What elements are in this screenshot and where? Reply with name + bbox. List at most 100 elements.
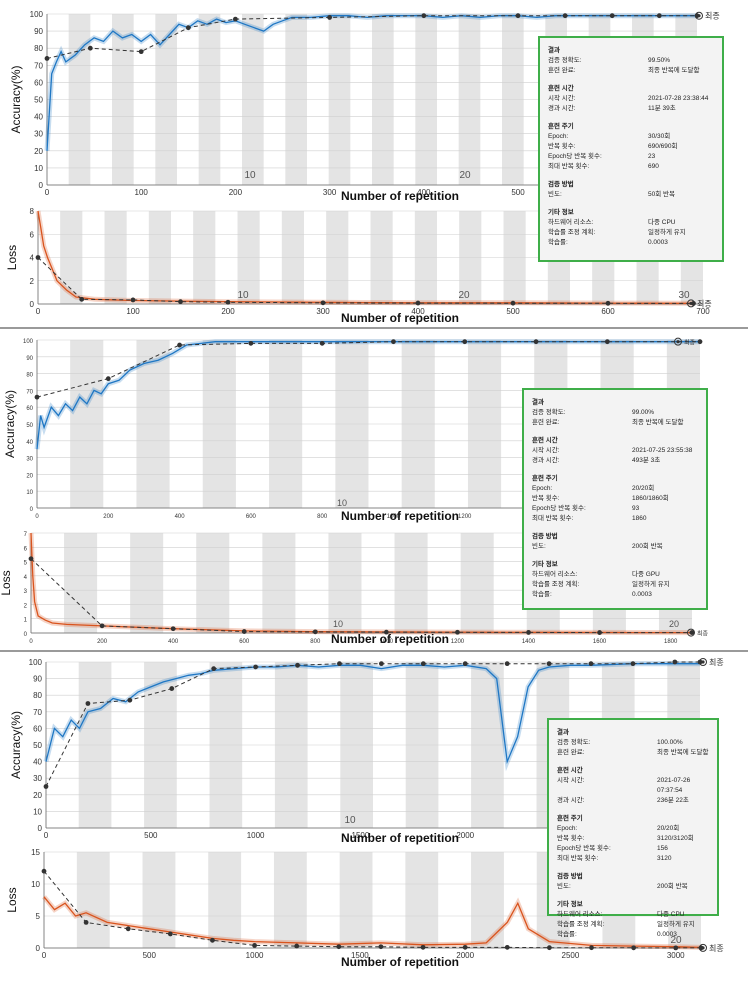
x-axis-title: Number of repetition bbox=[331, 632, 449, 646]
info-row: Epoch당 반복 횟수: 23 bbox=[548, 152, 714, 162]
final-label: 최종 bbox=[709, 657, 724, 667]
y-axis-title: Accuracy(%) bbox=[9, 711, 23, 779]
y-tick-label: 6 bbox=[30, 230, 35, 239]
x-tick-label: 1600 bbox=[593, 639, 607, 645]
epoch-label: 10 bbox=[344, 815, 356, 826]
validation-point bbox=[605, 300, 611, 306]
info-row: 최대 반복 횟수: 3120 bbox=[557, 854, 709, 864]
x-tick-label: 200 bbox=[221, 307, 235, 316]
validation-point bbox=[83, 920, 89, 925]
final-label: 최종 bbox=[697, 298, 712, 308]
y-tick-label: 50 bbox=[33, 741, 42, 750]
y-axis-title: Loss bbox=[5, 245, 19, 270]
y-tick-label: 0 bbox=[30, 300, 35, 309]
y-tick-label: 60 bbox=[26, 406, 33, 412]
epoch-label: 20 bbox=[459, 170, 471, 181]
y-tick-label: 5 bbox=[36, 912, 41, 921]
validation-point bbox=[248, 340, 254, 346]
validation-point bbox=[170, 626, 176, 632]
validation-point bbox=[588, 661, 594, 667]
info-row: 하드웨어 리소스: 다중 CPU bbox=[548, 218, 714, 228]
info-value: 일정하게 유지 bbox=[648, 229, 686, 236]
info-section-title: 결과 bbox=[548, 47, 560, 54]
y-tick-label: 30 bbox=[34, 130, 43, 139]
validation-point bbox=[546, 661, 552, 667]
info-row: 학습률 조정 계획: 일정하게 유지 bbox=[557, 920, 709, 930]
panel-divider bbox=[0, 327, 748, 329]
info-value: 493분 3초 bbox=[632, 457, 661, 464]
y-axis-title: Loss bbox=[5, 887, 19, 912]
info-value: 0.0003 bbox=[632, 591, 652, 598]
info-key: Epoch당 반복 횟수: bbox=[557, 845, 611, 852]
info-key: 최대 반복 횟수: bbox=[557, 855, 599, 862]
x-tick-label: 0 bbox=[36, 307, 41, 316]
info-key: 학습률: bbox=[557, 931, 577, 938]
validation-point bbox=[125, 926, 131, 932]
training-panel-3: 0 10 20 30 40 50 60 70 80 90 100 0 500 1000 1500 2000 10… bbox=[0, 654, 748, 987]
info-value: 236분 22초 bbox=[657, 797, 689, 804]
training-line bbox=[43, 896, 702, 949]
validation-point bbox=[631, 945, 637, 951]
validation-point bbox=[383, 629, 389, 635]
x-tick-label: 1000 bbox=[247, 831, 265, 840]
info-section-title: 검증 방법 bbox=[557, 873, 583, 880]
validation-point bbox=[604, 339, 610, 345]
x-tick-label: 100 bbox=[126, 307, 140, 316]
validation-point bbox=[87, 45, 93, 51]
final-label: 최종 bbox=[709, 943, 724, 953]
epoch-label: 20 bbox=[458, 290, 470, 301]
y-tick-label: 6 bbox=[24, 546, 28, 552]
info-value: 30/30회 bbox=[648, 133, 671, 140]
x-axis-title: Number of repetition bbox=[341, 509, 459, 523]
validation-point bbox=[420, 661, 426, 667]
info-value: 100.00% bbox=[657, 739, 683, 746]
final-marker bbox=[674, 337, 682, 346]
x-axis-title: Number of repetition bbox=[341, 189, 459, 203]
validation-point bbox=[320, 300, 326, 306]
validation-point bbox=[252, 943, 257, 948]
info-value: 99.50% bbox=[648, 57, 671, 64]
info-row: 최대 반복 횟수: 1860 bbox=[532, 514, 698, 524]
info-key: 학습률 조정 계획: bbox=[548, 229, 596, 236]
epoch-label: 10 bbox=[333, 619, 343, 629]
info-section-title: 기타 정보 bbox=[532, 561, 558, 568]
info-value: 2021-07-26 07:37:54 bbox=[657, 777, 691, 794]
epoch-label: 30 bbox=[678, 290, 690, 301]
validation-line bbox=[46, 15, 697, 59]
epoch-label: 10 bbox=[244, 170, 256, 181]
y-tick-label: 70 bbox=[34, 61, 43, 70]
x-tick-label: 700 bbox=[696, 307, 710, 316]
y-tick-label: 40 bbox=[33, 758, 42, 767]
epoch-band bbox=[262, 533, 296, 633]
info-row: 훈련 완료: 최종 반복에 도달함 bbox=[557, 748, 709, 758]
x-tick-label: 500 bbox=[511, 188, 525, 197]
epoch-band bbox=[273, 852, 307, 948]
x-tick-label: 2000 bbox=[456, 831, 474, 840]
epoch-label: 10 bbox=[237, 290, 249, 301]
info-value: 0.0003 bbox=[657, 931, 677, 938]
info-row: Epoch: 20/20회 bbox=[532, 484, 698, 494]
info-key: 학습률 조정 계획: bbox=[557, 921, 605, 928]
validation-point bbox=[327, 15, 333, 20]
final-label: 최종 bbox=[697, 630, 709, 638]
y-tick-label: 60 bbox=[33, 724, 42, 733]
info-row: Epoch: 30/30회 bbox=[548, 132, 714, 142]
final-marker-dot bbox=[689, 301, 693, 306]
x-tick-label: 500 bbox=[144, 831, 158, 840]
info-row: 반복 횟수: 690/690회 bbox=[548, 142, 714, 152]
training-line bbox=[46, 15, 697, 151]
y-tick-label: 2 bbox=[30, 277, 35, 286]
final-marker-dot bbox=[701, 660, 705, 664]
info-value: 1860/1860회 bbox=[632, 495, 669, 502]
validation-point bbox=[241, 629, 247, 634]
validation-point bbox=[504, 944, 510, 950]
x-tick-label: 400 bbox=[411, 307, 425, 316]
info-key: 훈련 완료: bbox=[548, 67, 576, 74]
y-tick-label: 30 bbox=[33, 774, 42, 783]
final-label: 최종 bbox=[684, 339, 696, 347]
validation-point bbox=[312, 629, 318, 635]
validation-point bbox=[185, 25, 191, 31]
final-marker-dot bbox=[689, 630, 693, 635]
x-tick-label: 0 bbox=[45, 188, 50, 197]
validation-point bbox=[504, 661, 510, 667]
